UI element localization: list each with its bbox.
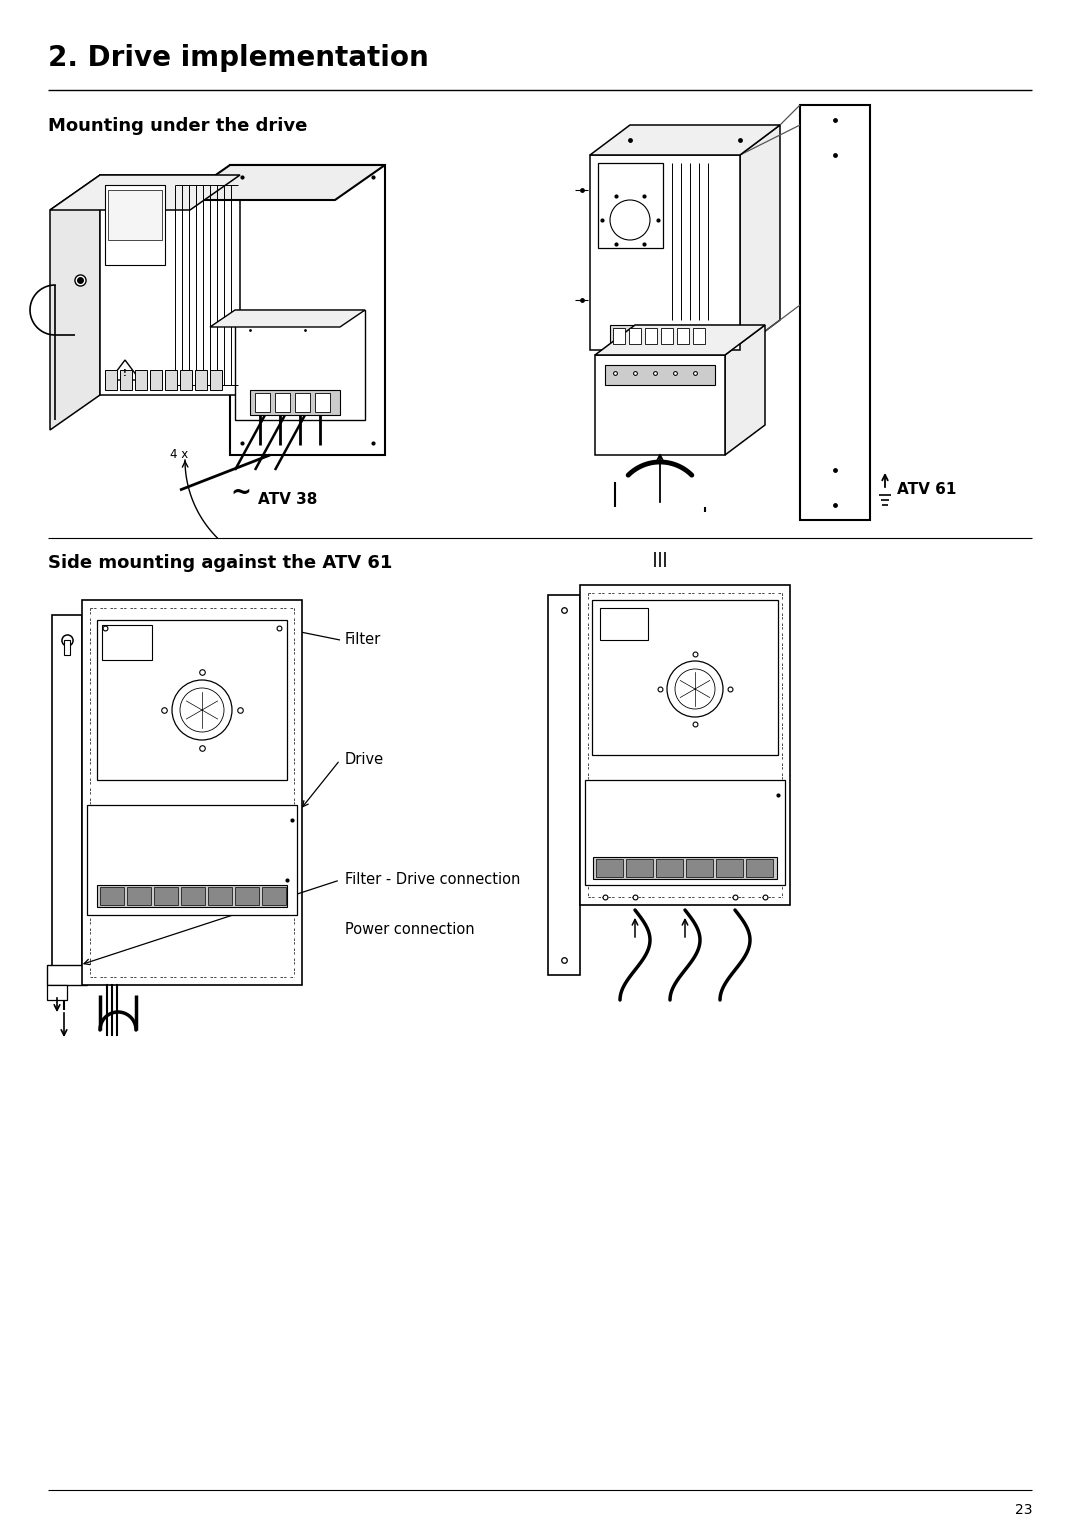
Polygon shape — [645, 328, 657, 344]
Polygon shape — [613, 328, 625, 344]
Polygon shape — [97, 620, 287, 780]
Polygon shape — [50, 176, 100, 431]
Text: 23: 23 — [1014, 1503, 1032, 1516]
Polygon shape — [315, 392, 330, 412]
Polygon shape — [135, 370, 147, 389]
Polygon shape — [295, 392, 310, 412]
Text: Filter - Drive connection: Filter - Drive connection — [345, 872, 521, 887]
Polygon shape — [595, 354, 725, 455]
Polygon shape — [590, 156, 740, 350]
Polygon shape — [249, 389, 340, 415]
Polygon shape — [600, 608, 648, 640]
Polygon shape — [598, 163, 663, 247]
Polygon shape — [100, 887, 124, 906]
Polygon shape — [585, 780, 785, 886]
Polygon shape — [605, 365, 715, 385]
Polygon shape — [110, 360, 140, 380]
Polygon shape — [800, 105, 870, 521]
Polygon shape — [548, 596, 580, 976]
Polygon shape — [255, 392, 270, 412]
Text: Filter: Filter — [345, 632, 381, 647]
Polygon shape — [262, 887, 286, 906]
Text: ATV 38: ATV 38 — [258, 493, 318, 507]
Polygon shape — [64, 640, 70, 655]
Text: Mounting under the drive: Mounting under the drive — [48, 118, 308, 134]
Text: !: ! — [123, 370, 127, 379]
Polygon shape — [82, 600, 302, 985]
Polygon shape — [677, 328, 689, 344]
Polygon shape — [275, 392, 291, 412]
Text: ATV 61: ATV 61 — [897, 483, 957, 498]
Polygon shape — [105, 185, 165, 266]
Polygon shape — [48, 985, 67, 1000]
Polygon shape — [195, 370, 207, 389]
Polygon shape — [595, 325, 765, 354]
Polygon shape — [208, 887, 232, 906]
Polygon shape — [592, 600, 778, 754]
Polygon shape — [596, 860, 623, 876]
Polygon shape — [181, 887, 205, 906]
Polygon shape — [154, 887, 178, 906]
Polygon shape — [210, 310, 365, 327]
Polygon shape — [610, 325, 720, 347]
Polygon shape — [590, 125, 780, 156]
Polygon shape — [716, 860, 743, 876]
Polygon shape — [97, 886, 287, 907]
Polygon shape — [626, 860, 653, 876]
Polygon shape — [746, 860, 773, 876]
Polygon shape — [210, 370, 222, 389]
Text: 2. Drive implementation: 2. Drive implementation — [48, 44, 429, 72]
Polygon shape — [725, 325, 765, 455]
Polygon shape — [108, 189, 162, 240]
Polygon shape — [105, 370, 117, 389]
Polygon shape — [686, 860, 713, 876]
Polygon shape — [165, 370, 177, 389]
Polygon shape — [100, 176, 240, 395]
Polygon shape — [150, 370, 162, 389]
Polygon shape — [740, 125, 780, 350]
Polygon shape — [180, 165, 384, 200]
Text: Drive: Drive — [345, 753, 384, 768]
Polygon shape — [593, 857, 777, 880]
Text: Side mounting against the ATV 61: Side mounting against the ATV 61 — [48, 554, 392, 573]
Polygon shape — [230, 165, 384, 455]
Polygon shape — [102, 625, 152, 660]
Polygon shape — [693, 328, 705, 344]
Text: ~: ~ — [230, 481, 251, 505]
Polygon shape — [580, 585, 789, 906]
Polygon shape — [656, 860, 683, 876]
Polygon shape — [235, 887, 259, 906]
Polygon shape — [629, 328, 642, 344]
Polygon shape — [127, 887, 151, 906]
Text: 4 x: 4 x — [170, 449, 188, 461]
Polygon shape — [661, 328, 673, 344]
Polygon shape — [120, 370, 132, 389]
Polygon shape — [180, 370, 192, 389]
Polygon shape — [48, 965, 87, 985]
Polygon shape — [52, 615, 82, 985]
Polygon shape — [87, 805, 297, 915]
Polygon shape — [235, 310, 365, 420]
Text: Power connection: Power connection — [345, 922, 474, 938]
Polygon shape — [50, 176, 240, 211]
